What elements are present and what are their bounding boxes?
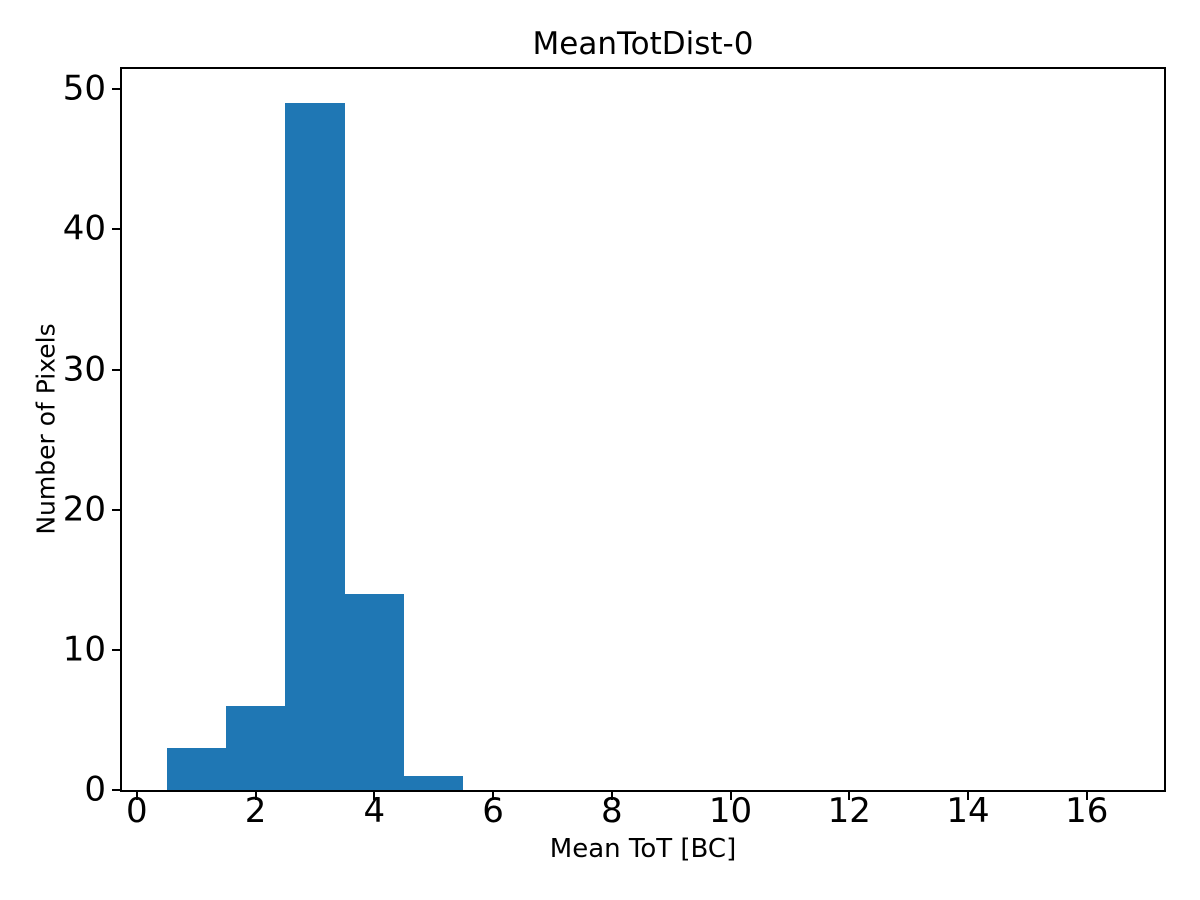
x-tick-label: 2 bbox=[244, 791, 267, 831]
x-tick-mark bbox=[967, 792, 970, 800]
x-tick-mark bbox=[373, 792, 376, 800]
x-tick-label: 14 bbox=[946, 791, 990, 831]
plot-area bbox=[120, 67, 1166, 792]
x-tick-label: 6 bbox=[482, 791, 504, 831]
y-tick-mark bbox=[112, 508, 120, 511]
x-tick-mark bbox=[729, 792, 732, 800]
histogram-bar bbox=[285, 103, 345, 790]
y-tick-label: 0 bbox=[84, 769, 106, 810]
histogram-bar bbox=[166, 747, 226, 790]
x-tick-label: 4 bbox=[363, 791, 386, 831]
chart-title: MeanTotDist-0 bbox=[532, 26, 754, 62]
y-tick-mark bbox=[112, 368, 120, 371]
x-tick-mark bbox=[254, 792, 257, 800]
bars-layer bbox=[122, 69, 1164, 790]
y-tick-label: 30 bbox=[62, 348, 106, 389]
x-tick-label: 8 bbox=[601, 791, 623, 831]
x-tick-label: 12 bbox=[827, 791, 871, 831]
x-tick-label: 16 bbox=[1065, 791, 1109, 831]
y-tick-label: 50 bbox=[62, 68, 106, 109]
y-tick-label: 40 bbox=[62, 208, 106, 249]
y-tick-mark bbox=[112, 88, 120, 91]
x-tick-mark bbox=[848, 792, 851, 800]
y-tick-mark bbox=[112, 789, 120, 791]
x-tick-mark bbox=[610, 792, 613, 800]
x-tick-mark bbox=[1085, 792, 1088, 800]
histogram-bar bbox=[344, 593, 404, 790]
histogram-bar bbox=[404, 776, 464, 790]
y-tick-label: 20 bbox=[62, 489, 106, 530]
x-tick-mark bbox=[492, 792, 495, 800]
x-axis-label: Mean ToT [BC] bbox=[549, 834, 737, 864]
x-tick-mark bbox=[135, 792, 138, 800]
y-tick-mark bbox=[112, 228, 120, 231]
x-tick-label: 0 bbox=[126, 791, 148, 831]
x-tick-label: 10 bbox=[708, 791, 753, 831]
y-tick-mark bbox=[112, 648, 120, 651]
histogram-bar bbox=[225, 705, 286, 790]
y-tick-label: 10 bbox=[62, 629, 106, 670]
